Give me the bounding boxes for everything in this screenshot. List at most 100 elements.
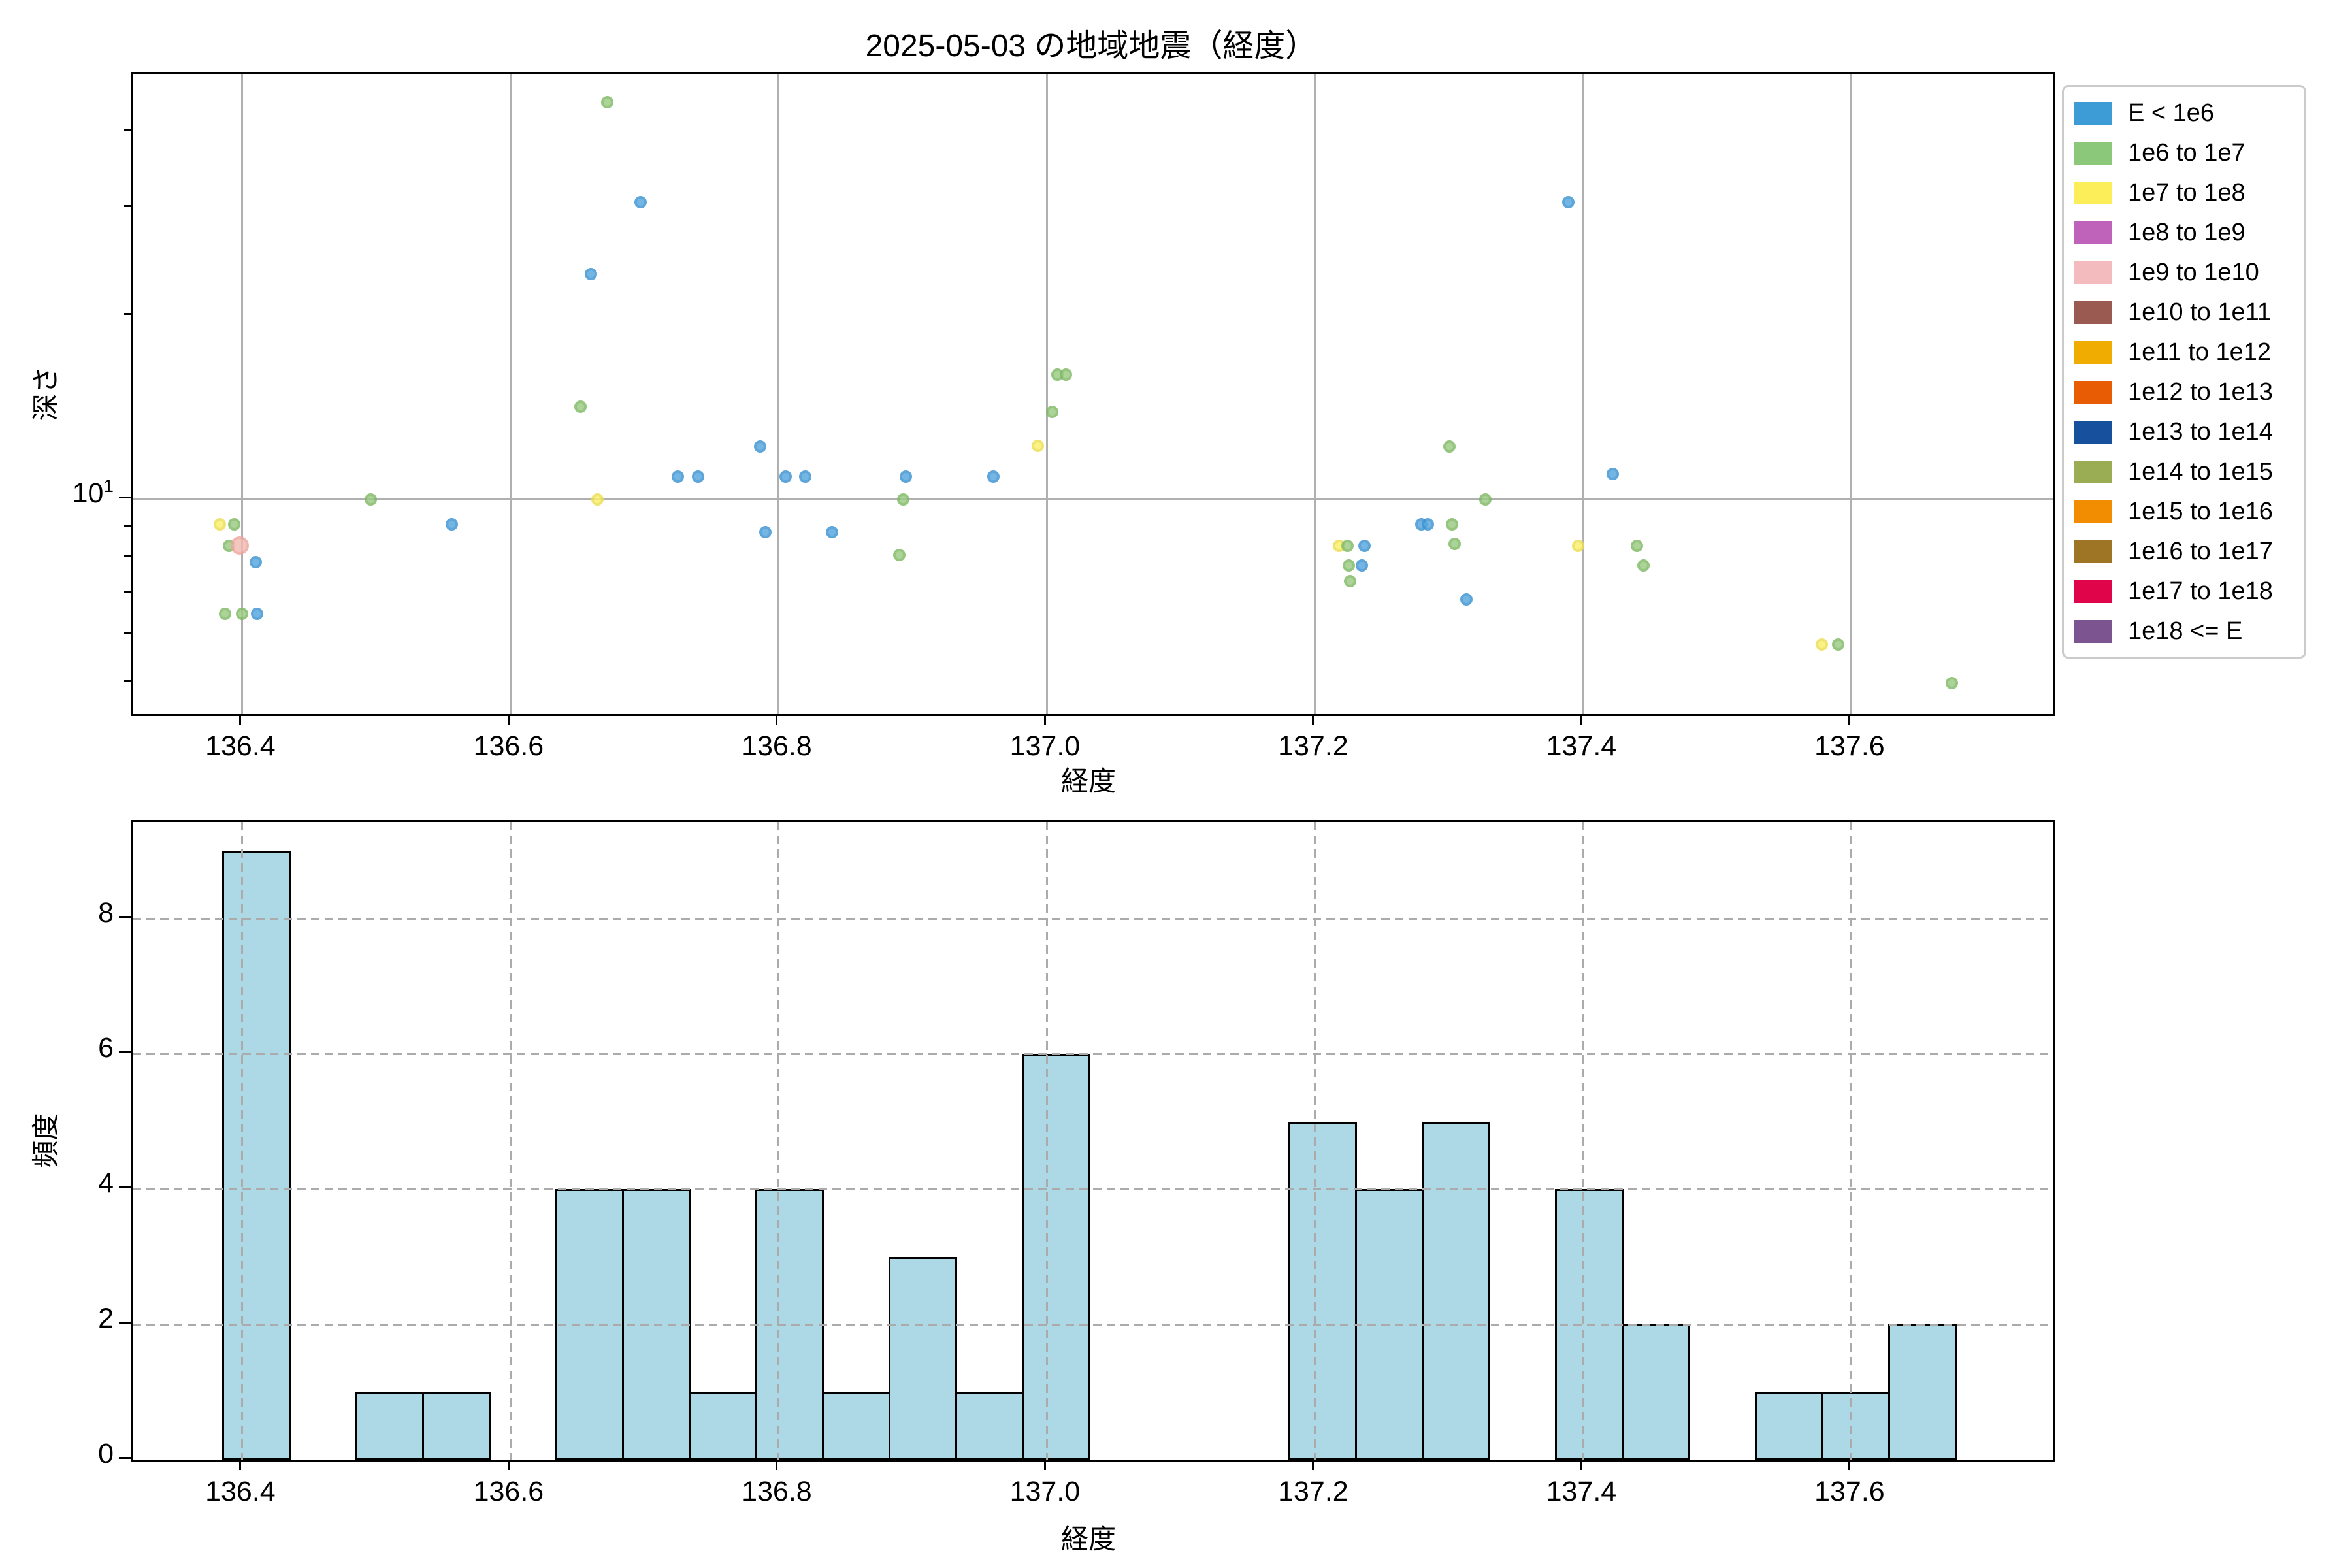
legend-row: 1e8 to 1e9: [2064, 213, 2304, 253]
scatter-point: [574, 400, 587, 413]
legend-label: 1e12 to 1e13: [2128, 378, 2273, 406]
legend-row: 1e12 to 1e13: [2064, 372, 2304, 412]
scatter-point: [1343, 574, 1356, 587]
axis-tick: [119, 1456, 131, 1459]
scatter-point: [365, 493, 378, 506]
x-tick-label: 137.2: [1278, 730, 1348, 762]
legend-swatch: [2074, 261, 2112, 284]
axis-tick: [119, 496, 131, 498]
x-tick-label: 137.0: [1009, 1476, 1081, 1507]
axis-tick: [1580, 714, 1582, 725]
axis-tick: [1848, 1460, 1851, 1470]
scatter-point: [1630, 539, 1643, 552]
scatter-point: [893, 549, 906, 562]
legend-row: 1e11 to 1e12: [2064, 333, 2304, 372]
axis-tick: [1312, 714, 1315, 725]
grid-line-x: [1045, 74, 1048, 714]
histogram-plot: [131, 820, 2055, 1462]
scatter-point: [230, 536, 249, 555]
grid-line-x: [1850, 74, 1853, 714]
legend-swatch: [2074, 540, 2112, 563]
scatter-point: [1341, 539, 1354, 552]
grid-line-x: [1045, 822, 1048, 1460]
y-tick-label: 4: [98, 1168, 114, 1199]
grid-line-x: [509, 74, 512, 714]
histogram-bar: [355, 1392, 425, 1460]
legend-row: 1e16 to 1e17: [2064, 532, 2304, 572]
scatter-point: [1831, 638, 1844, 651]
grid-line-y: [133, 1188, 2053, 1190]
y-tick-label: 8: [98, 897, 114, 928]
histogram-xlabel: 経度: [1060, 1524, 1117, 1554]
histogram-ylabel: 頻度: [30, 1113, 61, 1168]
axis-minor-tick: [124, 555, 131, 558]
scatter-point: [1448, 538, 1461, 551]
grid-line-y: [133, 1053, 2053, 1055]
legend-swatch: [2074, 182, 2112, 204]
scatter-point: [600, 96, 613, 109]
axis-tick: [1580, 1460, 1582, 1470]
scatter-plot: [131, 72, 2055, 716]
axis-tick: [1312, 1460, 1315, 1470]
y-tick-label: 2: [98, 1303, 114, 1334]
axis-minor-tick: [124, 205, 131, 208]
x-tick-label: 137.6: [1814, 730, 1885, 762]
legend-label: 1e16 to 1e17: [2128, 538, 2273, 565]
scatter-point: [1046, 406, 1059, 419]
legend-swatch: [2074, 102, 2112, 125]
legend-row: E < 1e6: [2064, 93, 2304, 133]
scatter-point: [445, 518, 458, 531]
legend-label: 1e15 to 1e16: [2128, 498, 2273, 525]
legend-row: 1e15 to 1e16: [2064, 492, 2304, 532]
grid-line-y: [133, 1323, 2053, 1326]
scatter-point: [897, 493, 910, 506]
x-tick-label: 137.0: [1009, 730, 1081, 762]
scatter-point: [672, 470, 685, 483]
axis-tick: [239, 714, 242, 725]
scatter-point: [1607, 468, 1620, 481]
legend-swatch: [2074, 301, 2112, 324]
grid-line-x: [1314, 74, 1316, 714]
y-tick-label: 6: [98, 1032, 114, 1064]
legend-label: 1e13 to 1e14: [2128, 418, 2273, 446]
axis-tick: [507, 714, 510, 725]
x-tick-label: 136.6: [473, 730, 544, 762]
histogram-bar: [822, 1392, 891, 1460]
axis-minor-tick: [124, 129, 131, 131]
histogram-bar: [889, 1256, 958, 1460]
scatter-point: [249, 555, 262, 568]
legend-label: 1e8 to 1e9: [2128, 219, 2246, 246]
grid-line-y: [133, 498, 2053, 500]
axis-minor-tick: [124, 680, 131, 683]
legend-swatch: [2074, 381, 2112, 404]
legend-swatch: [2074, 580, 2112, 603]
scatter-point: [1562, 195, 1575, 208]
scatter-point: [1358, 539, 1371, 552]
scatter-point: [1342, 559, 1355, 572]
x-tick-label: 136.4: [205, 730, 276, 762]
scatter-point: [1460, 593, 1473, 606]
legend-row: 1e17 to 1e18: [2064, 572, 2304, 612]
scatter-point: [1356, 559, 1369, 572]
scatter-xlabel: 経度: [1060, 766, 1117, 796]
legend-swatch: [2074, 421, 2112, 444]
x-tick-label: 136.4: [205, 1476, 276, 1507]
x-tick-label: 137.4: [1546, 1476, 1617, 1507]
scatter-point: [591, 493, 604, 506]
scatter-point: [1637, 559, 1650, 572]
scatter-point: [218, 607, 231, 620]
legend-label: 1e6 to 1e7: [2128, 139, 2246, 167]
scatter-point: [634, 195, 647, 208]
chart-title: 2025-05-03 の地域地震（経度）: [865, 29, 1317, 63]
grid-line-x: [241, 74, 244, 714]
legend-label: 1e10 to 1e11: [2128, 299, 2272, 326]
grid-line-x: [777, 74, 780, 714]
scatter-point: [228, 518, 241, 531]
scatter-point: [826, 525, 839, 538]
grid-line-x: [777, 822, 780, 1460]
x-tick-label: 137.4: [1546, 730, 1617, 762]
scatter-point: [900, 470, 913, 483]
scatter-point: [1571, 539, 1584, 552]
scatter-point: [799, 470, 812, 483]
scatter-point: [987, 470, 1000, 483]
